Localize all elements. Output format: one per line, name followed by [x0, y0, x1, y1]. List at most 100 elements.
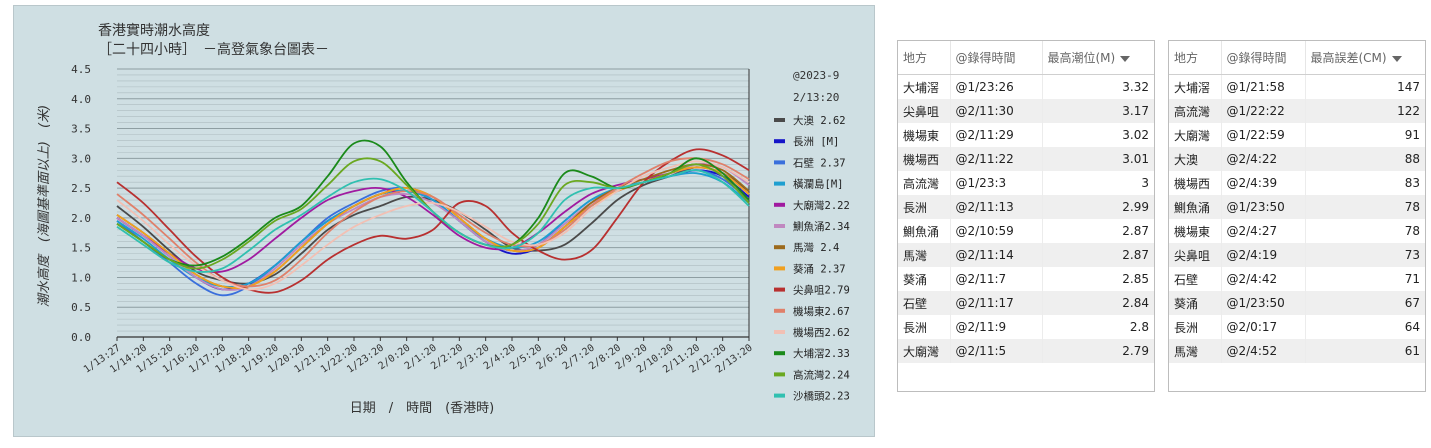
table-row[interactable]: 大澳 @2/4:22 88 [1169, 147, 1425, 171]
col-header-max-tide[interactable]: 最高潮位(M) [1041, 41, 1154, 75]
table-row[interactable]: 長洲 @2/11:9 2.8 [898, 315, 1154, 339]
cell-time: @1/21:58 [1220, 74, 1305, 99]
cell-time: @2/4:39 [1220, 171, 1305, 195]
table-row[interactable]: 石壁 @2/11:17 2.84 [898, 291, 1154, 315]
cell-value: 2.87 [1041, 219, 1154, 243]
table-row[interactable]: 鰂魚涌 @1/23:50 78 [1169, 195, 1425, 219]
table-row[interactable]: 馬灣 @2/4:52 61 [1169, 339, 1425, 363]
cell-value: 61 [1304, 339, 1425, 363]
cell-time: @1/23:50 [1220, 291, 1305, 315]
cell-place: 石壁 [1174, 272, 1199, 287]
cell-place: 機場東 [903, 128, 940, 143]
table-row[interactable]: 高流灣 @1/22:22 122 [1169, 99, 1425, 123]
cell-place: 高流灣 [903, 176, 940, 191]
cell-value: 78 [1304, 219, 1425, 243]
cell-place: 大廟灣 [1174, 128, 1211, 143]
table-row[interactable]: 大廟灣 @1/22:59 91 [1169, 123, 1425, 147]
col-header-place[interactable]: 地方 [898, 41, 950, 75]
table-row[interactable]: 機場東 @2/4:27 78 [1169, 219, 1425, 243]
col-header-time[interactable]: @錄得時間 [949, 41, 1042, 75]
legend-label: 葵涌 2.37 [793, 263, 846, 275]
cell-place: 馬灣 [1169, 339, 1221, 363]
legend-swatch [774, 287, 785, 292]
chart-title-line1: 香港實時潮水高度 [98, 22, 210, 39]
cell-value: 2.99 [1041, 195, 1154, 219]
y-tick-label: 4.5 [71, 63, 91, 76]
table-row[interactable]: 馬灣 @2/11:14 2.87 [898, 243, 1154, 267]
table-row[interactable]: 機場西 @2/4:39 83 [1169, 171, 1425, 195]
cell-value: 3 [1041, 171, 1154, 195]
cell-place: 鰂魚涌 [1169, 195, 1221, 219]
table-row[interactable]: 機場東 @2/11:29 3.02 [898, 123, 1154, 147]
cell-value: 3.32 [1041, 74, 1154, 99]
cell-place: 大澳 [1169, 147, 1221, 171]
cell-place: 葵涌 [1169, 291, 1221, 315]
y-tick-label: 3.5 [71, 123, 91, 136]
table-row[interactable]: 大埔滘 @1/21:58 147 [1169, 74, 1425, 99]
cell-value: 78 [1304, 195, 1425, 219]
table-row[interactable]: 長洲 @2/0:17 64 [1169, 315, 1425, 339]
cell-place: 機場西 [1174, 176, 1211, 191]
legend-swatch [774, 160, 785, 165]
legend-label: 沙橋頭2.23 [793, 390, 850, 403]
cell-place: 長洲 [903, 320, 928, 335]
table-row[interactable]: 高流灣 @1/23:3 3 [898, 171, 1154, 195]
legend-swatch [774, 393, 785, 398]
cell-value: 2.87 [1041, 243, 1154, 267]
cell-value: 83 [1304, 171, 1425, 195]
cell-place: 機場西 [898, 147, 950, 171]
legend-label: 大廟灣2.22 [793, 199, 850, 212]
col-header-max-error[interactable]: 最高誤差(CM) [1304, 41, 1425, 75]
legend-label: 橫瀾島[M] [793, 178, 843, 191]
cell-time: @1/22:59 [1220, 123, 1305, 147]
table-row[interactable]: 尖鼻咀 @2/11:30 3.17 [898, 99, 1154, 123]
sort-desc-icon [1391, 55, 1402, 62]
cell-value: 2.85 [1041, 267, 1154, 291]
cell-time: @1/22:22 [1220, 99, 1305, 123]
table-row[interactable]: 葵涌 @1/23:50 67 [1169, 291, 1425, 315]
col-header-place[interactable]: 地方 [1169, 41, 1221, 75]
legend-label: 大埔滘2.33 [793, 347, 850, 360]
legend-swatch [774, 224, 785, 228]
sort-desc-icon [1120, 55, 1131, 62]
legend-swatch [774, 308, 785, 313]
cell-place: 長洲 [1174, 320, 1199, 335]
cell-value: 73 [1304, 243, 1425, 267]
cell-time: @2/11:29 [949, 123, 1042, 147]
cell-value: 88 [1304, 147, 1425, 171]
legend-swatch [774, 181, 785, 186]
table-row[interactable]: 長洲 @2/11:13 2.99 [898, 195, 1154, 219]
table-row[interactable]: 大廟灣 @2/11:5 2.79 [898, 339, 1154, 363]
series-line [116, 166, 750, 273]
legend-label: 馬灣 2.4 [793, 242, 839, 254]
cell-time: @2/11:22 [949, 147, 1042, 171]
y-tick-label: 1.0 [71, 271, 91, 284]
table-row[interactable]: 石壁 @2/4:42 71 [1169, 267, 1425, 291]
table-row[interactable]: 葵涌 @2/11:7 2.85 [898, 267, 1154, 291]
series-line [116, 166, 750, 285]
y-tick-label: 0.5 [71, 301, 91, 314]
y-tick-label: 2.0 [71, 212, 91, 225]
cell-value: 147 [1304, 74, 1425, 99]
cell-value: 3.17 [1041, 99, 1154, 123]
table-row[interactable]: 鰂魚涌 @2/10:59 2.87 [898, 219, 1154, 243]
table-row[interactable]: 大埔滘 @1/23:26 3.32 [898, 74, 1154, 99]
cell-time: @2/4:52 [1220, 339, 1305, 363]
cell-place: 大廟灣 [898, 339, 950, 363]
cell-time: @2/11:13 [949, 195, 1042, 219]
cell-value: 2.79 [1041, 339, 1154, 363]
y-tick-label: 0.0 [71, 331, 91, 344]
legend-swatch [774, 330, 785, 334]
y-tick-label: 2.5 [71, 182, 91, 195]
cell-value: 71 [1304, 267, 1425, 291]
y-tick-label: 1.5 [71, 242, 91, 255]
max-tide-table: 地方 @錄得時間 最高潮位(M) 大埔滘 @1/23:26 3.32 尖鼻咀 @2/11… [898, 41, 1154, 363]
y-axis-ticks: 0.0 0.5 1.0 1.5 2.0 2.5 3.0 3.5 4.0 4.5 [71, 63, 91, 344]
table-row[interactable]: 機場西 @2/11:22 3.01 [898, 147, 1154, 171]
cell-value: 91 [1304, 123, 1425, 147]
cell-time: @1/23:26 [949, 74, 1042, 99]
cell-place: 鰂魚涌 [903, 224, 940, 239]
col-header-time[interactable]: @錄得時間 [1220, 41, 1305, 75]
table-row[interactable]: 尖鼻咀 @2/4:19 73 [1169, 243, 1425, 267]
series-line [116, 169, 750, 273]
